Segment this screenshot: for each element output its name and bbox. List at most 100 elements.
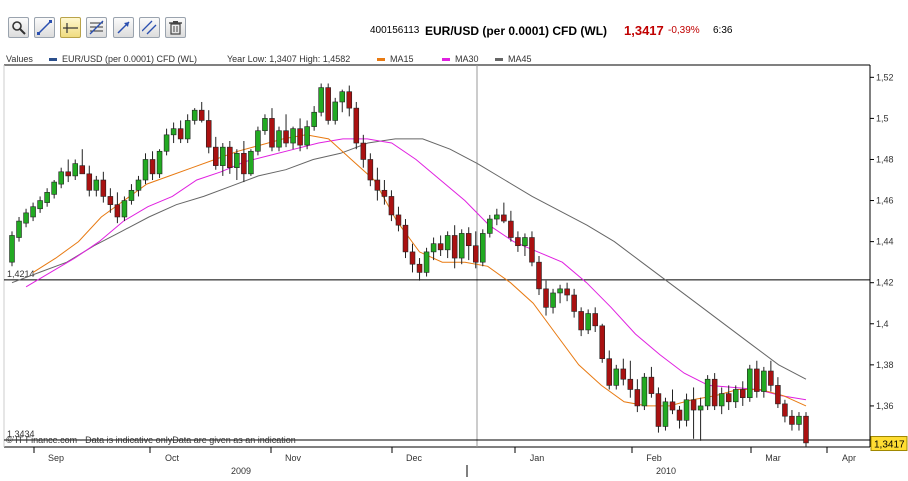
candle-body (121, 200, 128, 218)
candlestick-chart[interactable]: Values EUR/USD (per 0.0001) CFD (WL) Yea… (0, 50, 908, 481)
candle-body (234, 153, 240, 168)
fibonacci-tool-button[interactable] (86, 17, 107, 38)
candle-body (676, 409, 683, 421)
candle-body (30, 206, 36, 218)
x-tick-label: Apr (842, 453, 856, 463)
candle-body (86, 173, 93, 191)
ma30-line (25, 138, 807, 401)
candle-body (276, 130, 282, 148)
candle-body (227, 146, 233, 168)
candle-body (149, 159, 156, 175)
source-note: © IT-Finance.com - Data is indicative on… (6, 435, 296, 445)
candle-body (662, 401, 669, 427)
x-tick-label: Jan (530, 453, 545, 463)
candle-body (557, 288, 563, 294)
candle-body (255, 130, 261, 152)
x-tick-label: Oct (165, 453, 180, 463)
candle-body (269, 118, 275, 148)
candle-body (290, 128, 296, 144)
delete-button[interactable] (165, 17, 186, 38)
candle-body (395, 214, 402, 226)
candle-body (51, 181, 57, 195)
legend-swatch-ma15 (377, 58, 385, 61)
candle-body (128, 189, 135, 201)
x-tick-label: Feb (646, 453, 662, 463)
legend-item-instrument: EUR/USD (per 0.0001) CFD (WL) (62, 54, 197, 64)
last-price-marker: 1,3417 (870, 436, 908, 452)
candle-body (789, 415, 795, 425)
y-tick-label: 1,4 (876, 319, 889, 329)
candle-body (248, 150, 254, 175)
candle-body (613, 368, 620, 386)
arrow-icon (117, 21, 130, 34)
candle-body (711, 378, 718, 407)
candle-body (65, 171, 71, 177)
candle-body (346, 91, 353, 109)
candle-body (107, 196, 114, 205)
ma15-line (32, 134, 807, 407)
candle-body (93, 179, 100, 191)
candle-body (768, 370, 774, 386)
candle-body (156, 150, 163, 175)
crosshair-tool-button[interactable] (60, 17, 81, 38)
candle-body (304, 126, 310, 146)
candle-body (332, 101, 338, 121)
candle-body (9, 235, 15, 263)
instrument-id: 400156113 (370, 25, 420, 36)
candle-body (725, 393, 732, 403)
candle-body (177, 128, 184, 140)
x-tick-label: Sep (48, 453, 64, 463)
candle-body (72, 163, 78, 177)
candle-body (641, 376, 648, 407)
candle-body (325, 87, 331, 121)
x-tick-label: Mar (765, 453, 781, 463)
candle-body (704, 378, 711, 407)
candle-body (747, 368, 753, 399)
trendline-tool-button[interactable] (34, 17, 55, 38)
instrument-name: EUR/USD (per 0.0001) CFD (WL) (425, 24, 608, 38)
legend-swatch-instrument (49, 58, 57, 61)
candle-body (100, 179, 107, 197)
candle-body (458, 233, 465, 259)
arrow-tool-button[interactable] (113, 17, 134, 38)
price-change: -0,39% (668, 25, 700, 36)
candle-body (437, 243, 444, 251)
candle-body (339, 91, 346, 103)
candle-body (775, 385, 781, 405)
candle-body (501, 214, 507, 222)
candle-body (262, 118, 268, 132)
candle-body (515, 237, 521, 247)
candle-body (58, 171, 64, 185)
candle-body (220, 146, 226, 166)
moving-averages (11, 134, 807, 407)
candle-body (388, 196, 395, 216)
legend-title: Values (6, 54, 33, 64)
candle-body (480, 233, 486, 263)
legend-item-ma45: MA45 (508, 54, 532, 64)
candle-body (606, 358, 613, 386)
candle-body (381, 189, 388, 197)
candle-body (697, 405, 704, 411)
candle-body (522, 237, 528, 247)
zoom-tool-button[interactable] (8, 17, 29, 38)
candle-body (79, 165, 86, 175)
candle-body (592, 313, 598, 327)
candle-body (782, 403, 788, 417)
parallel-lines-icon (142, 20, 157, 35)
candle-body (669, 401, 676, 411)
parallel-lines-tool-button[interactable] (139, 17, 160, 38)
candle-body (37, 200, 43, 210)
candle-body (318, 87, 324, 113)
candle-body (184, 120, 191, 140)
fibonacci-icon (89, 20, 104, 35)
candle-body (241, 153, 247, 175)
legend: Values EUR/USD (per 0.0001) CFD (WL) Yea… (6, 54, 532, 64)
candle-body (142, 159, 149, 181)
last-price-label: 1,3417 (874, 440, 905, 451)
candle-body (494, 214, 500, 220)
crosshair-icon (63, 23, 78, 33)
candle-body (529, 237, 535, 263)
candle-body (578, 311, 584, 331)
candle-body (796, 415, 802, 425)
y-tick-label: 1,44 (876, 237, 894, 247)
